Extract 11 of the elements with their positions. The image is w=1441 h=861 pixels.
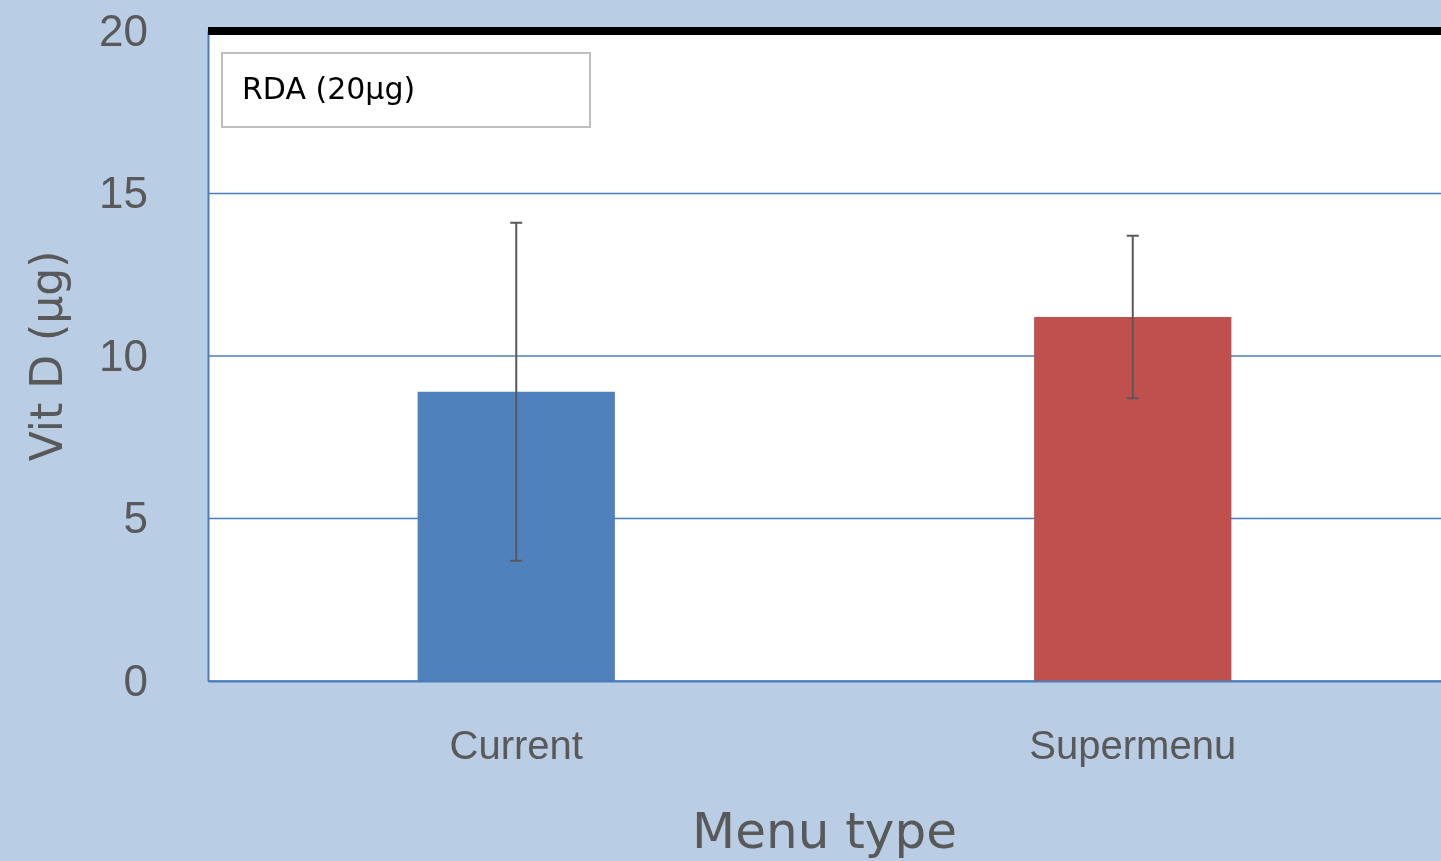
ref-line-label: RDA (20µg) bbox=[242, 71, 416, 106]
y-tick-label: 5 bbox=[123, 493, 148, 543]
y-tick-label: 15 bbox=[99, 168, 148, 218]
label-box: RDA (20µg) bbox=[221, 52, 591, 128]
x-tick-label: Current bbox=[449, 723, 583, 768]
y-tick-label: 0 bbox=[123, 655, 148, 705]
x-axis-title: Menu type bbox=[692, 802, 957, 860]
x-tick-label: Supermenu bbox=[1029, 723, 1237, 768]
y-tick-label: 10 bbox=[99, 330, 148, 380]
y-axis-title: Vit D (µg) bbox=[21, 250, 72, 462]
y-tick-label: 20 bbox=[99, 5, 148, 55]
